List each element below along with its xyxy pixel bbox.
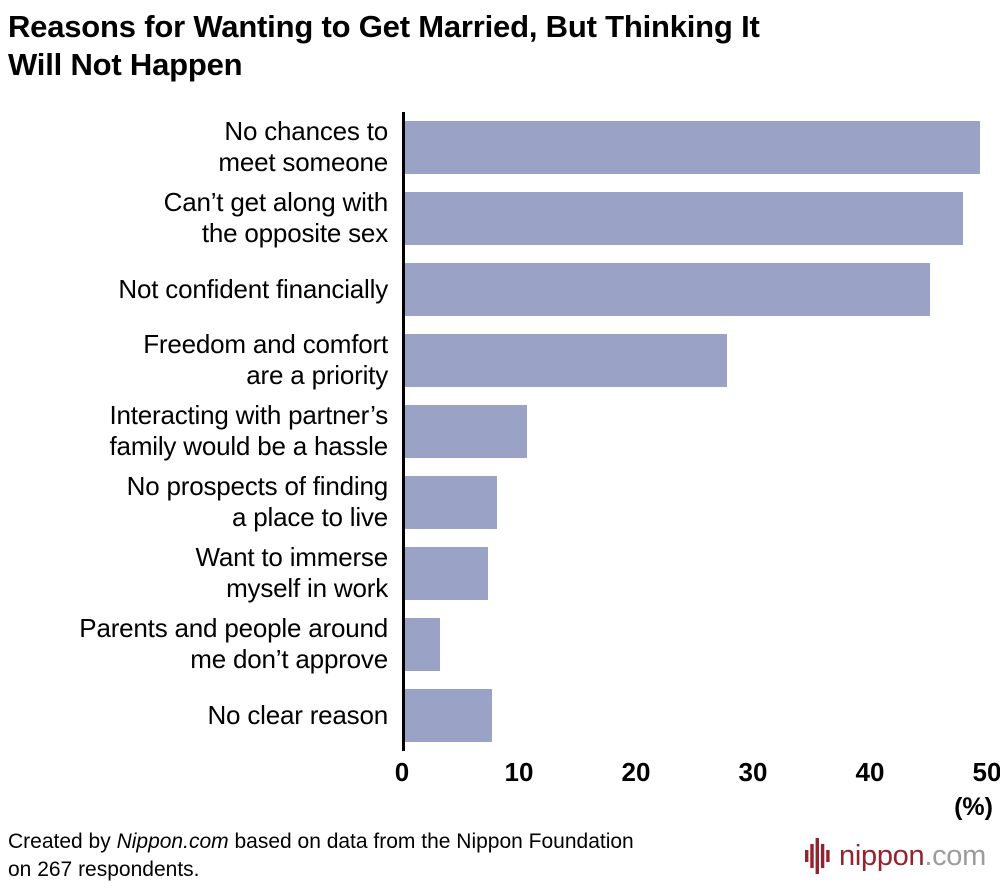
x-axis-tick: 20	[621, 756, 651, 787]
nippon-logo: nippon.com	[805, 838, 986, 875]
category-label: No clear reason	[207, 699, 388, 730]
chart-row: Not confident financially	[6, 253, 987, 325]
bar-track	[402, 679, 987, 751]
bar	[405, 475, 497, 529]
bar	[405, 404, 528, 458]
x-axis-tick: 10	[504, 756, 534, 787]
chart-row: Interacting with partner’s family would …	[6, 395, 987, 467]
chart-title: Reasons for Wanting to Get Married, But …	[8, 9, 760, 82]
attribution-text: Created by Nippon.com based on data from…	[8, 828, 634, 884]
bar	[405, 617, 440, 671]
category-label: Can’t get along with the opposite sex	[163, 187, 389, 249]
bar-track	[402, 324, 987, 396]
category-label: Not confident financially	[118, 273, 388, 304]
logo-text-main: nippon	[839, 839, 925, 872]
category-label: No prospects of finding a place to live	[126, 471, 389, 533]
category-label: No chances to meet someone	[218, 116, 388, 178]
attribution-prefix: Created by	[8, 830, 117, 854]
bar-track	[402, 395, 987, 467]
bar	[405, 333, 728, 387]
category-label: Parents and people around me don’t appro…	[79, 613, 388, 675]
x-axis: (%) 0 10 20 30 40 50	[6, 751, 1000, 825]
bar-track	[402, 111, 987, 183]
footer: Created by Nippon.com based on data from…	[0, 828, 1000, 894]
bar-track	[402, 253, 987, 325]
logo-text-suffix: .com	[924, 839, 986, 872]
chart-row: Want to immerse myself in work	[6, 537, 987, 609]
bar	[405, 120, 981, 174]
bar-chart: No chances to meet someone Can’t get alon…	[0, 111, 1000, 825]
bar	[405, 191, 963, 245]
category-label: Interacting with partner’s family would …	[109, 400, 388, 462]
category-label: Want to immerse myself in work	[195, 542, 388, 604]
attribution-source: Nippon.com	[116, 830, 229, 854]
x-axis-unit-label: (%)	[954, 792, 993, 821]
chart-row: Freedom and comfort are a priority	[6, 324, 987, 396]
chart-row: Can’t get along with the opposite sex	[6, 182, 987, 254]
bar-track	[402, 537, 987, 609]
x-axis-tick: 0	[394, 756, 410, 787]
x-axis-tick: 40	[855, 756, 885, 787]
bar	[405, 688, 493, 742]
x-axis-tick: 50	[972, 756, 1000, 787]
logo-text: nippon.com	[839, 840, 986, 873]
attribution-suffix: based on data from the Nippon Foundation…	[8, 830, 634, 882]
nippon-waveform-icon	[805, 838, 830, 875]
category-label: Freedom and comfort are a priority	[143, 329, 388, 391]
chart-row: No chances to meet someone	[6, 111, 987, 183]
chart-row: No prospects of finding a place to live	[6, 466, 987, 538]
bar-track	[402, 466, 987, 538]
chart-row: Parents and people around me don’t appro…	[6, 608, 987, 680]
x-axis-tick: 30	[738, 756, 768, 787]
chart-rows: No chances to meet someone Can’t get alon…	[6, 111, 987, 751]
x-axis-spacer	[6, 751, 402, 825]
bar-track	[402, 608, 987, 680]
bar-track	[402, 182, 987, 254]
bar	[405, 546, 488, 600]
x-axis-ticks: (%) 0 10 20 30 40 50	[395, 751, 1000, 825]
bar	[405, 262, 930, 316]
chart-row: No clear reason	[6, 679, 987, 751]
